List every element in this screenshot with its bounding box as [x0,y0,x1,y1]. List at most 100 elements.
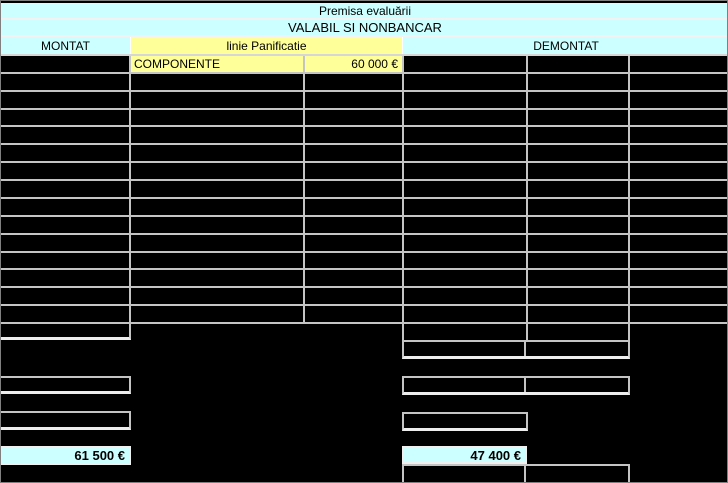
left-subtotal-cell[interactable] [1,324,131,340]
grid-cell[interactable] [1,252,129,269]
grid-cell[interactable] [528,163,628,180]
grid-cell[interactable] [630,288,727,305]
grid-cell[interactable] [305,252,402,269]
grid-cell[interactable] [1,145,129,162]
grid-cell[interactable] [630,73,727,90]
grid-cell[interactable] [1,56,129,72]
grid-cell[interactable] [404,109,526,126]
grid-cell[interactable] [305,91,402,108]
grid-cell[interactable] [528,181,628,197]
grid-cell[interactable] [1,109,129,126]
grid-cell[interactable] [131,306,303,322]
grid-cell[interactable] [131,109,303,126]
grid-cell[interactable] [404,234,526,251]
grid-cell[interactable] [1,288,129,305]
linie-panificatie-cell[interactable]: linie Panificatie [130,37,403,54]
grid-cell[interactable] [131,73,303,90]
grid-cell[interactable] [305,306,402,322]
grid-cell[interactable] [404,216,526,233]
demontat-header-cell[interactable]: DEMONTAT [403,37,727,54]
grid-cell[interactable] [528,91,628,108]
grid-cell[interactable] [528,270,628,287]
grid-cell[interactable] [305,234,402,251]
grid-cell[interactable] [404,145,526,162]
grid-cell[interactable] [630,56,727,72]
cell[interactable] [528,324,628,340]
grid-cell[interactable] [131,181,303,197]
grid-cell[interactable] [630,163,727,180]
grid-cell[interactable] [630,252,727,269]
cell[interactable] [404,324,528,340]
cell[interactable] [526,342,628,356]
grid-cell[interactable] [1,127,129,144]
banner-cell[interactable]: VALABIL SI NONBANCAR [1,20,727,35]
grid-cell[interactable] [1,198,129,215]
cell[interactable] [404,342,526,356]
grid-cell[interactable] [305,198,402,215]
grid-cell[interactable] [630,91,727,108]
left-entry-cell[interactable] [1,376,131,394]
grid-cell[interactable] [528,306,628,322]
grid-cell[interactable] [528,234,628,251]
grid-cell[interactable] [528,109,628,126]
title-cell[interactable]: Premisa evaluării [1,3,727,18]
componente-value-cell[interactable]: 60 000 € [305,56,402,72]
left-entry-cell[interactable] [1,411,131,430]
grid-cell[interactable] [1,234,129,251]
right-entry-cell[interactable] [402,412,528,431]
grid-cell[interactable] [305,216,402,233]
grid-cell[interactable] [404,181,526,197]
grid-cell[interactable] [630,127,727,144]
grid-cell[interactable] [404,127,526,144]
grid-cell[interactable] [1,181,129,197]
grid-cell[interactable] [528,252,628,269]
grid-cell[interactable] [131,127,303,144]
grid-cell[interactable] [305,127,402,144]
cell[interactable] [526,466,628,482]
grid-cell[interactable] [305,163,402,180]
grid-cell[interactable] [305,181,402,197]
cell[interactable] [404,378,526,392]
grid-cell[interactable] [131,163,303,180]
grid-cell[interactable] [1,270,129,287]
grid-cell[interactable] [528,198,628,215]
grid-cell[interactable] [528,56,628,72]
grid-cell[interactable] [404,270,526,287]
grid-cell[interactable] [131,288,303,305]
grid-cell[interactable] [404,56,526,72]
grid-cell[interactable] [131,270,303,287]
grid-cell[interactable] [404,198,526,215]
grid-cell[interactable] [528,288,628,305]
grid-cell[interactable] [131,145,303,162]
grid-cell[interactable] [131,252,303,269]
grid-cell[interactable] [1,91,129,108]
grid-cell[interactable] [630,181,727,197]
grid-cell[interactable] [1,216,129,233]
cell[interactable] [526,378,628,392]
grid-cell[interactable] [528,73,628,90]
grid-cell[interactable] [404,163,526,180]
grid-cell[interactable] [528,216,628,233]
grid-cell[interactable] [528,145,628,162]
grid-cell[interactable] [404,306,526,322]
grid-cell[interactable] [630,198,727,215]
grid-cell[interactable] [630,234,727,251]
grid-cell[interactable] [1,306,129,322]
grid-cell[interactable] [305,109,402,126]
grid-cell[interactable] [630,145,727,162]
grid-cell[interactable] [404,73,526,90]
grid-cell[interactable] [131,234,303,251]
montat-header-cell[interactable]: MONTAT [1,37,130,54]
grid-cell[interactable] [404,91,526,108]
grid-cell[interactable] [528,127,628,144]
grid-cell[interactable] [131,91,303,108]
grid-cell[interactable] [630,109,727,126]
grid-cell[interactable] [1,163,129,180]
grid-cell[interactable] [305,145,402,162]
grid-cell[interactable] [131,216,303,233]
grid-cell[interactable] [404,252,526,269]
grid-cell[interactable] [305,288,402,305]
grid-cell[interactable] [131,198,303,215]
grid-cell[interactable] [305,73,402,90]
grid-cell[interactable] [630,270,727,287]
